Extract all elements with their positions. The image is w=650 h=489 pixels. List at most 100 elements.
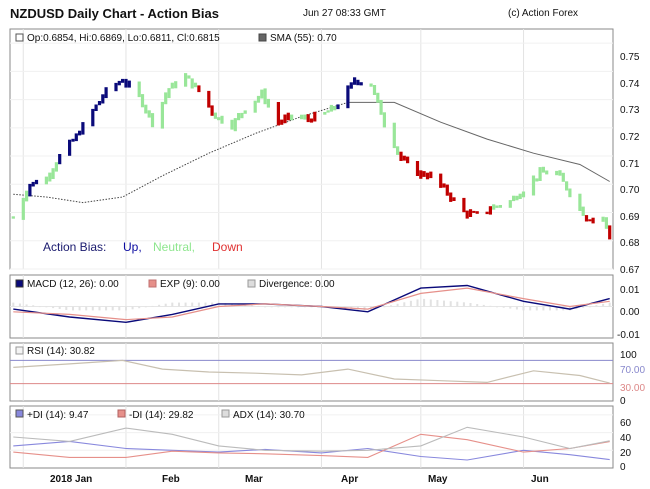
ohlc-bar [81, 122, 85, 135]
ohlc-bar [608, 225, 612, 240]
divergence-bar [158, 304, 161, 307]
divergence-bar [52, 306, 55, 309]
exp-label: EXP (9): 0.00 [160, 279, 220, 290]
ohlc-bar [425, 172, 430, 180]
macd-swatch [15, 279, 24, 288]
ohlc-bar [190, 78, 194, 89]
ohlc-bar [326, 110, 330, 113]
ohlc-bar [174, 81, 178, 89]
ohlc-bar [601, 216, 605, 222]
ohlc-bar [531, 175, 536, 196]
ohlc-bar [263, 88, 267, 105]
ohlc-bar [369, 83, 373, 87]
pdi-label: +DI (14): 9.47 [27, 410, 89, 421]
exp-swatch [148, 279, 157, 288]
mdi-label: -DI (14): 29.82 [129, 410, 194, 421]
divergence-bar [197, 302, 200, 307]
ohlc-bar [243, 110, 247, 114]
price-y-tick: 0.75 [620, 52, 640, 63]
price-y-axis: 0.75 0.73 0.74 0.72 0.71 0.70 0.69 0.68 … [620, 52, 640, 276]
ohlc-bar [210, 105, 214, 116]
divergence-bar [164, 303, 167, 307]
ohlc-bar [492, 204, 496, 210]
ohlc-bar [187, 75, 191, 79]
pdi-swatch [15, 409, 24, 418]
divergence-bar [476, 304, 479, 307]
ohlc-bar [429, 171, 433, 179]
x-tick: May [428, 474, 448, 485]
divergence-bar [138, 306, 141, 309]
ohlc-bar [160, 101, 164, 129]
divergence-bar [184, 302, 187, 307]
ohlc-bar [11, 216, 15, 219]
ohlc-bar [71, 138, 75, 142]
rsi-legend: RSI (14): 30.82 [15, 346, 95, 357]
ohlc-bar [439, 173, 443, 188]
ohlc-bar [578, 193, 582, 211]
exp-line [13, 287, 610, 321]
ohlc-bar [144, 104, 148, 114]
divergence-bar [72, 306, 74, 311]
ohlc-bar [21, 197, 25, 220]
ohlc-bar [452, 197, 456, 201]
ohlc-bar [117, 80, 121, 86]
ohlc-bar [147, 110, 151, 118]
dmi-y-tick: 60 [620, 418, 632, 429]
ohlc-bar [167, 88, 171, 99]
rsi-line [13, 359, 610, 384]
divergence-bar [151, 305, 154, 307]
macd-y-tick: -0.01 [617, 330, 640, 341]
bias-down-label: Down [212, 240, 243, 254]
divergence-bar [403, 302, 406, 307]
ohlc-bar [121, 78, 125, 83]
x-tick: Apr [341, 474, 358, 485]
price-y-tick: 0.67 [620, 265, 640, 276]
ohlc-bar [44, 176, 48, 185]
ohlc-bar [333, 106, 337, 111]
ohlc-bar [376, 92, 380, 103]
ohlc-bar [170, 82, 174, 89]
ohlc-bar [283, 114, 287, 124]
divergence-bar [429, 299, 432, 307]
divergence-bar [555, 306, 558, 311]
ohlc-bar [588, 219, 592, 222]
ohlc-bar [240, 112, 244, 119]
divergence-bar [496, 306, 498, 308]
ohlc-bar [74, 133, 78, 142]
divergence-bar [85, 306, 88, 311]
divergence-bar [608, 302, 611, 307]
ohlc-bar [415, 161, 420, 176]
chart-marks [10, 73, 613, 461]
divergence-bar [443, 300, 445, 307]
ohlc-bar [561, 172, 565, 182]
divergence-bar [264, 306, 267, 308]
divergence-bar [32, 305, 35, 307]
ohlc-bar [127, 80, 131, 88]
divergence-bar [462, 302, 465, 307]
ohlc-bar [78, 130, 82, 136]
ohlc-bar [406, 156, 410, 164]
divergence-bar [98, 306, 101, 311]
ohlc-bar [541, 166, 545, 173]
ohlc-bar [124, 78, 128, 88]
chart-header: NZDUSD Daily Chart - Action Bias Jun 27 … [0, 0, 650, 28]
ohlc-bar [399, 151, 403, 161]
divergence-bar [65, 306, 68, 310]
ohlc-bar [164, 92, 168, 105]
divergence-bar [602, 303, 605, 307]
ohlc-bar [468, 209, 473, 217]
divergence-bar [38, 306, 41, 308]
divergence-bar [469, 303, 472, 307]
divergence-bar [502, 306, 505, 308]
ohlc-bar [51, 168, 55, 179]
ohlc-bar [253, 100, 257, 113]
ohlc-bar [419, 170, 423, 179]
divergence-bar [436, 300, 439, 307]
divergence-bar [423, 298, 426, 307]
divergence-label: Divergence: 0.00 [259, 279, 335, 290]
ohlc-bar [445, 184, 449, 196]
ohlc-bar [323, 112, 327, 115]
ohlc-bar [290, 114, 294, 121]
divergence-bar [204, 302, 207, 307]
divergence-bar [549, 306, 551, 311]
